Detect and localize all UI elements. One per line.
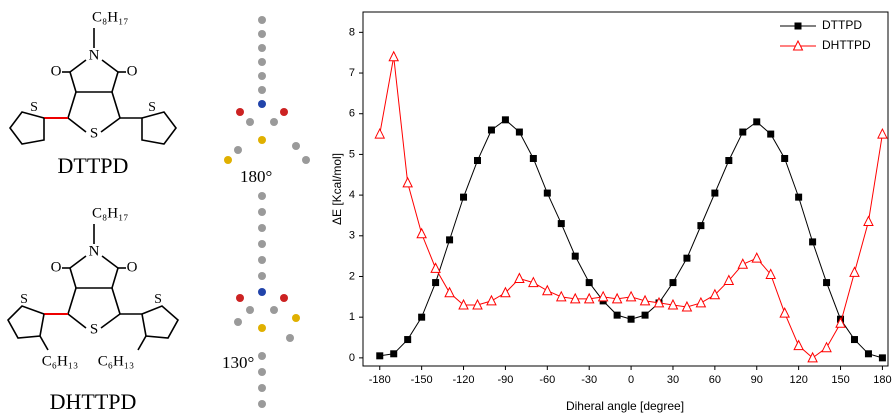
atom-label: S [90, 321, 98, 337]
y-tick-label: 1 [349, 311, 355, 323]
data-point [642, 312, 649, 319]
data-point [851, 336, 858, 343]
data-point [516, 129, 523, 136]
data-point [669, 279, 676, 286]
x-tick-label: -180 [369, 374, 391, 386]
y-tick-label: 4 [349, 189, 355, 201]
x-tick-label: -30 [581, 374, 597, 386]
x-tick-label: 60 [709, 374, 721, 386]
data-point [474, 157, 481, 164]
x-tick-label: -150 [411, 374, 433, 386]
data-point [711, 190, 718, 197]
atom-label: O [127, 259, 138, 275]
side-chain-label: C₆H₁₃ [98, 353, 135, 369]
y-tick-label: 3 [349, 230, 355, 242]
atom-label: S [90, 125, 98, 141]
figure: C₈H₁₇ N O O S S S DTTPD C₈H₁₇ N O O S S [0, 0, 895, 416]
atom-label: S [30, 100, 38, 115]
data-point [697, 222, 704, 229]
data-point [809, 238, 816, 245]
data-point [376, 352, 383, 359]
x-tick-label: 0 [628, 374, 634, 386]
data-point [586, 279, 593, 286]
data-point [572, 253, 579, 260]
atom-label: N [89, 47, 100, 63]
dttpd-structure: C₈H₁₇ N O O S S S DTTPD [10, 9, 176, 178]
data-point [544, 190, 551, 197]
y-axis-label: ΔE [Kcal/mol] [330, 153, 344, 225]
x-tick-label: 180 [873, 374, 891, 386]
data-point [418, 314, 425, 321]
x-tick-label: 120 [789, 374, 807, 386]
legend-label: DHTTPD [822, 38, 871, 52]
data-point [865, 350, 872, 357]
data-point [432, 279, 439, 286]
data-point [460, 194, 467, 201]
data-point [404, 336, 411, 343]
data-point [390, 350, 397, 357]
legend-label: DTTPD [822, 18, 862, 32]
data-point [781, 155, 788, 162]
data-point [628, 316, 635, 323]
angle-label: 180° [240, 167, 272, 186]
chain-label: C₈H₁₇ [92, 9, 129, 25]
y-tick-label: 8 [349, 26, 355, 38]
atom-label: O [127, 63, 138, 79]
data-point [502, 116, 509, 123]
atom-label: N [89, 243, 100, 259]
atom-label: O [51, 63, 62, 79]
atom-label: S [148, 100, 156, 115]
data-point [683, 255, 690, 262]
y-tick-label: 6 [349, 108, 355, 120]
atom-label: O [51, 259, 62, 275]
x-tick-label: 90 [751, 374, 763, 386]
x-tick-label: 150 [831, 374, 849, 386]
legend-marker [795, 23, 802, 30]
x-axis-label: Diheral angle [degree] [566, 399, 684, 413]
chain-label: C₈H₁₇ [92, 205, 129, 221]
data-point [767, 131, 774, 138]
data-point [614, 312, 621, 319]
molecule-name: DHTTPD [50, 389, 137, 414]
data-point [739, 129, 746, 136]
y-tick-label: 0 [349, 352, 355, 364]
x-tick-label: -120 [453, 374, 475, 386]
data-point [823, 279, 830, 286]
x-tick-label: -90 [497, 374, 513, 386]
x-tick-label: 30 [667, 374, 679, 386]
atom-label: S [20, 292, 28, 307]
molecular-models: 180° 130° [222, 16, 310, 408]
data-point [753, 118, 760, 125]
side-chain-label: C₆H₁₃ [42, 353, 79, 369]
y-tick-label: 5 [349, 148, 355, 160]
x-tick-label: -60 [539, 374, 555, 386]
y-tick-label: 2 [349, 270, 355, 282]
data-point [558, 220, 565, 227]
y-tick-label: 7 [349, 67, 355, 79]
data-point [725, 157, 732, 164]
angle-label: 130° [222, 353, 254, 372]
data-point [879, 354, 886, 361]
data-point [488, 127, 495, 134]
plot-frame [363, 12, 888, 366]
molecule-name: DTTPD [58, 153, 129, 178]
data-point [530, 155, 537, 162]
data-point [446, 236, 453, 243]
data-point [795, 194, 802, 201]
dhttpd-structure: C₈H₁₇ N O O S S S C₆H₁₃ C₆H₁₃ DHTTPD [8, 205, 178, 414]
atom-label: S [154, 292, 162, 307]
